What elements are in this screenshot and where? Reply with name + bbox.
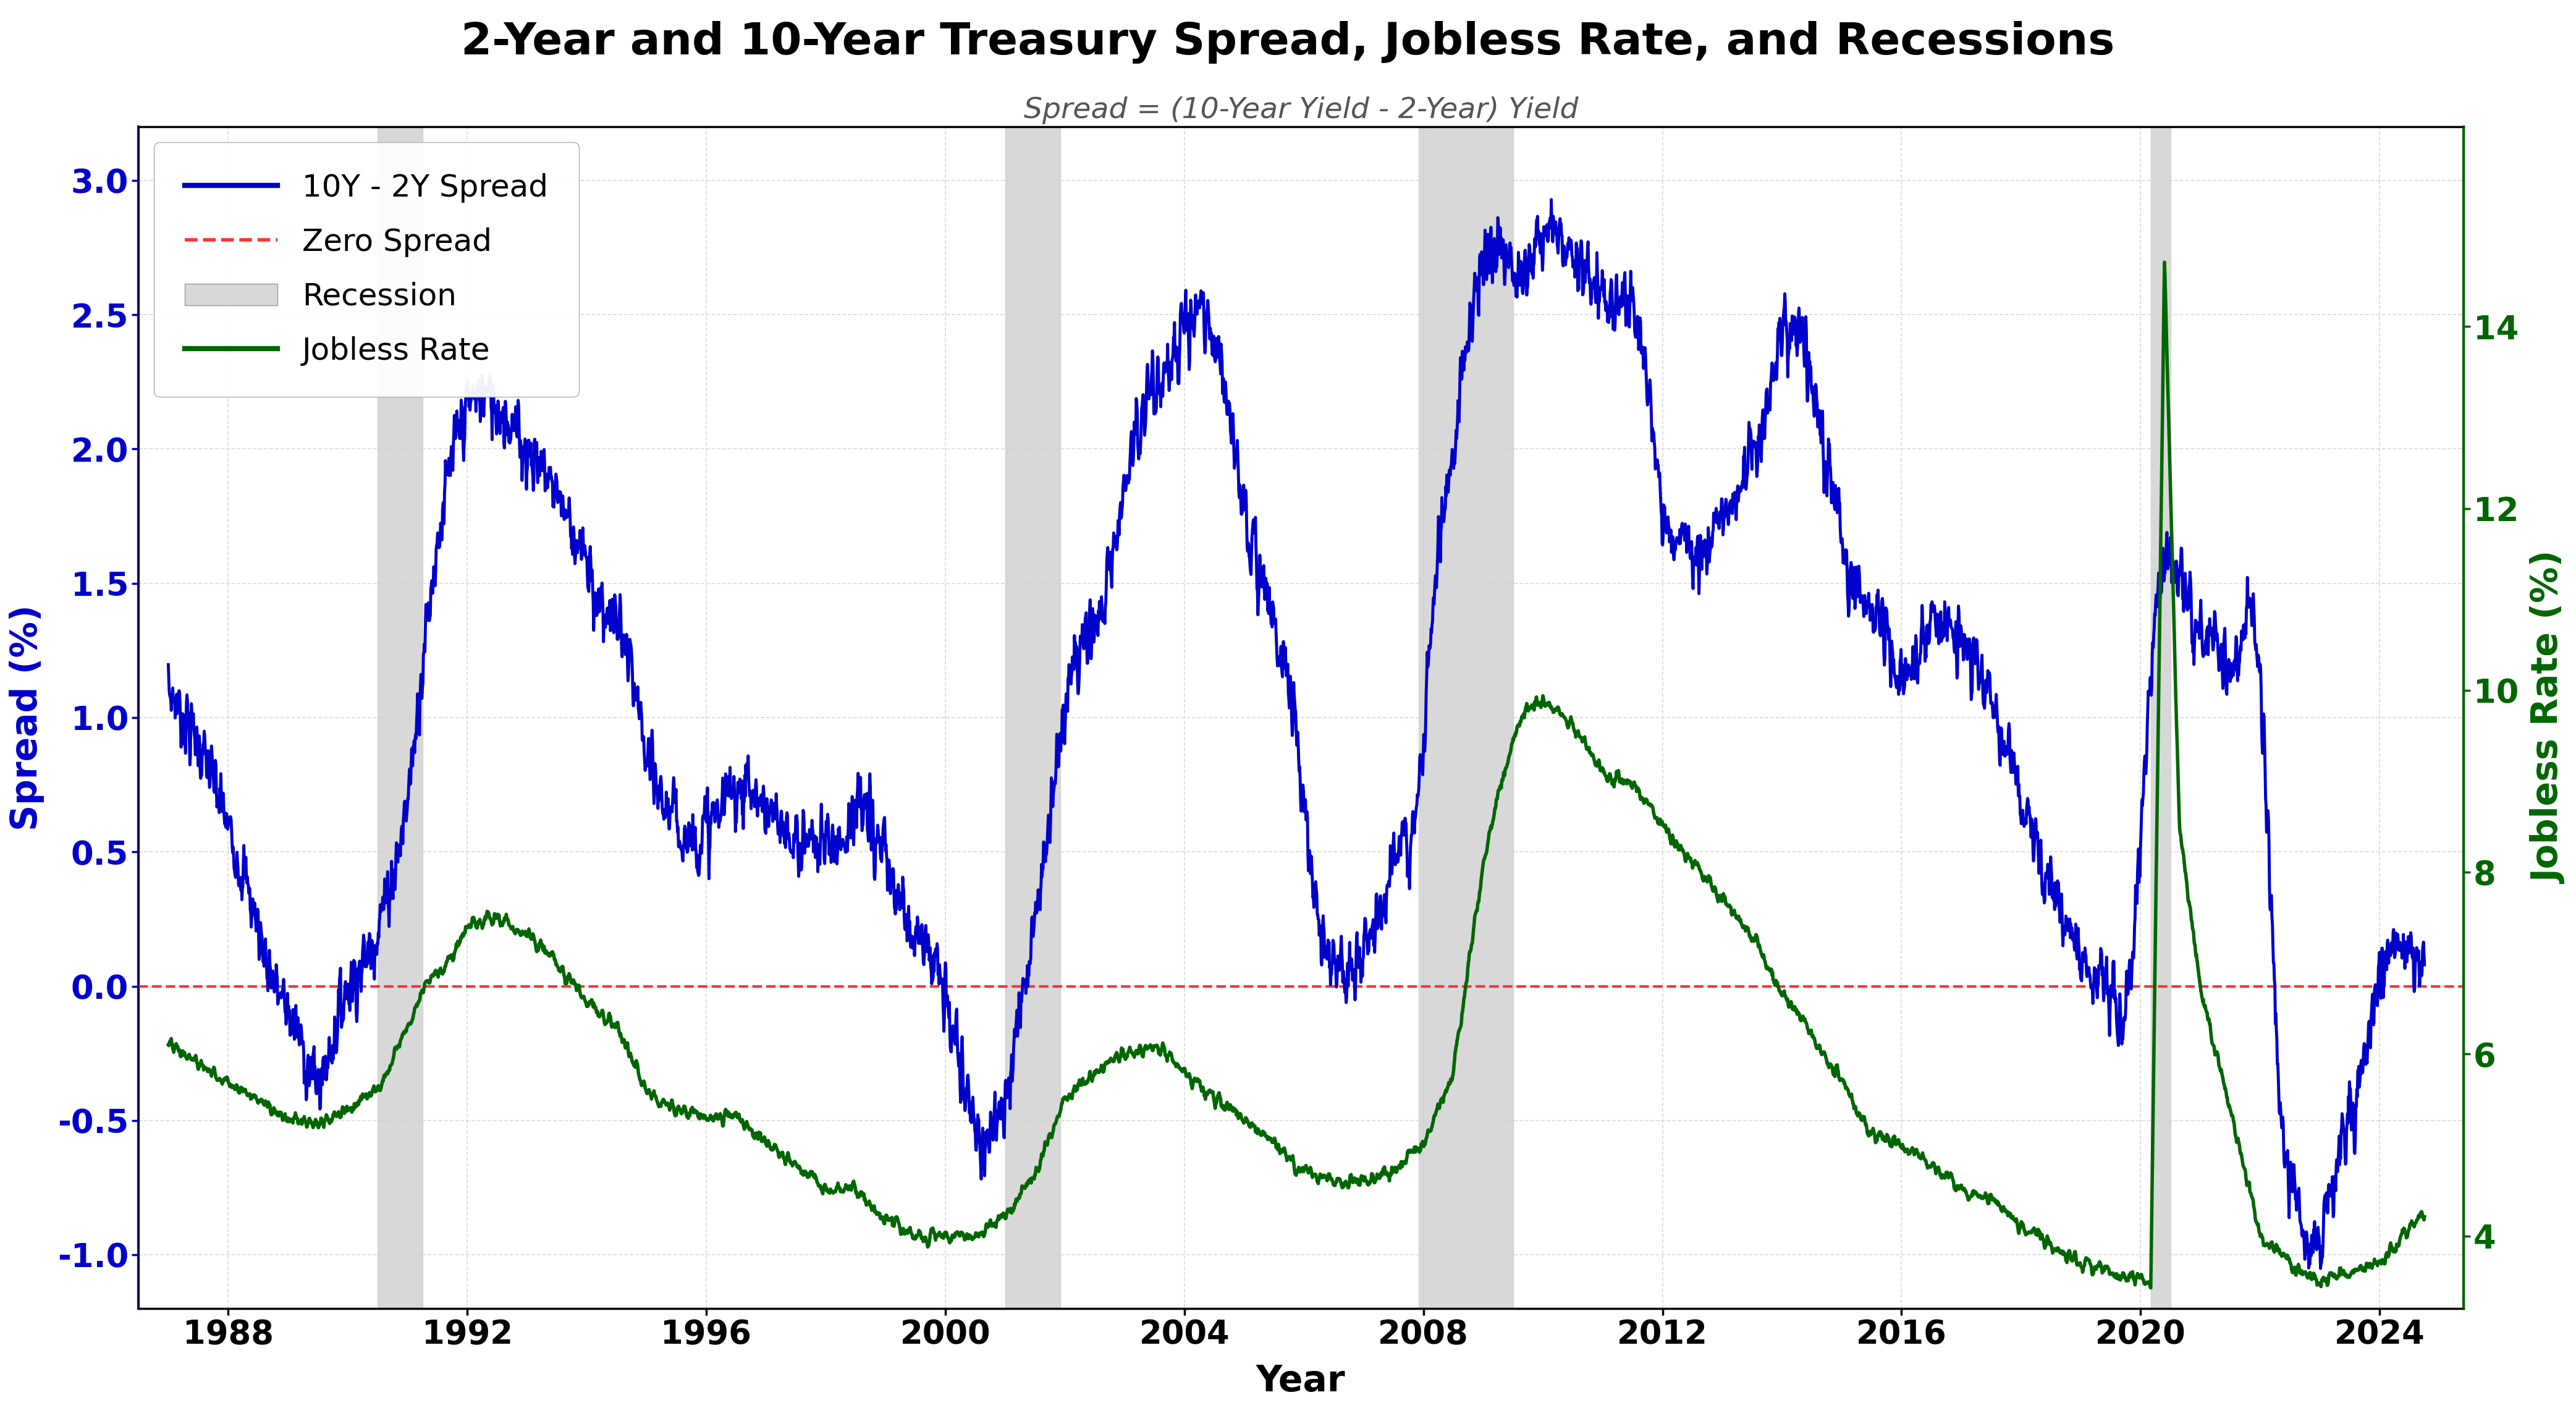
Bar <box>1419 127 1512 1308</box>
Bar <box>379 127 422 1308</box>
Bar <box>1005 127 1061 1308</box>
Bar <box>2151 127 2172 1308</box>
Title: Spread = (10-Year Yield - 2-Year) Yield: Spread = (10-Year Yield - 2-Year) Yield <box>1023 96 1579 124</box>
X-axis label: Year: Year <box>1257 1363 1345 1398</box>
Text: 2-Year and 10-Year Treasury Spread, Jobless Rate, and Recessions: 2-Year and 10-Year Treasury Spread, Jobl… <box>461 21 2115 63</box>
Y-axis label: Jobless Rate (%): Jobless Rate (%) <box>2532 552 2566 884</box>
Y-axis label: Spread (%): Spread (%) <box>10 604 44 831</box>
Legend: 10Y - 2Y Spread, Zero Spread, Recession, Jobless Rate: 10Y - 2Y Spread, Zero Spread, Recession,… <box>155 142 580 397</box>
